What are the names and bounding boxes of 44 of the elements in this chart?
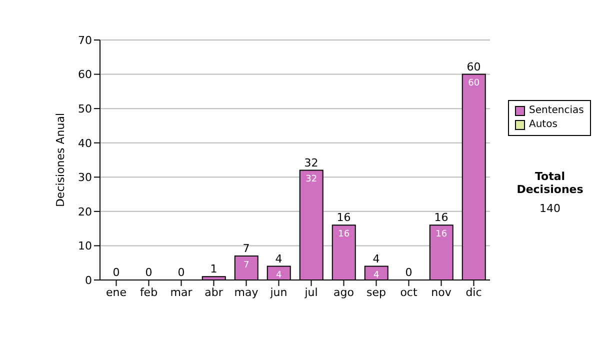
x-tick-label: ago (334, 286, 354, 299)
x-tick-label: dic (466, 286, 482, 299)
total-label: 1 (210, 262, 218, 276)
total-label: 7 (242, 242, 250, 255)
x-tick-label: sep (366, 286, 386, 299)
data-label: 7 (244, 260, 250, 270)
x-tick-label: nov (431, 286, 452, 299)
total-label: 0 (405, 266, 412, 279)
y-tick-label: 50 (78, 102, 92, 116)
total-label: 0 (145, 266, 152, 279)
legend-label: Autos (529, 118, 558, 132)
legend-label: Sentencias (529, 104, 584, 118)
y-tick-label: 10 (78, 240, 92, 253)
y-tick-label: 60 (78, 68, 92, 82)
data-label: 4 (276, 270, 282, 281)
total-label: 0 (178, 266, 185, 279)
total-label: 60 (466, 60, 481, 74)
total-label: 32 (304, 156, 318, 170)
total-label: 0 (112, 266, 120, 279)
text: 140 (538, 202, 562, 215)
data-label: 16 (436, 230, 448, 240)
y-tick-label: 70 (78, 34, 92, 47)
y-axis-title: Decisiones Anual (54, 112, 67, 208)
x-tick-label: may (234, 286, 259, 299)
x-tick-label: jun (269, 286, 288, 299)
data-label: 4 (374, 270, 380, 281)
total-label: 4 (275, 252, 282, 266)
x-tick-label: jul (304, 286, 318, 299)
y-tick-label: 20 (78, 205, 92, 218)
data-label: 60 (468, 78, 480, 89)
data-label: 16 (338, 230, 350, 240)
y-tick-label: 0 (85, 274, 92, 287)
x-tick-label: oct (400, 286, 418, 299)
data-label: 32 (306, 174, 318, 185)
y-tick-label: 30 (78, 171, 92, 184)
total-label: 16 (434, 211, 448, 224)
x-tick-label: mar (170, 286, 193, 299)
x-tick-label: abr (204, 286, 224, 299)
x-tick-label: feb (140, 286, 158, 299)
text: Total Decisiones (516, 170, 584, 196)
total-label: 4 (372, 252, 380, 266)
x-tick-label: ene (106, 286, 127, 299)
y-tick-label: 40 (78, 136, 92, 150)
total-label: 16 (336, 211, 351, 224)
